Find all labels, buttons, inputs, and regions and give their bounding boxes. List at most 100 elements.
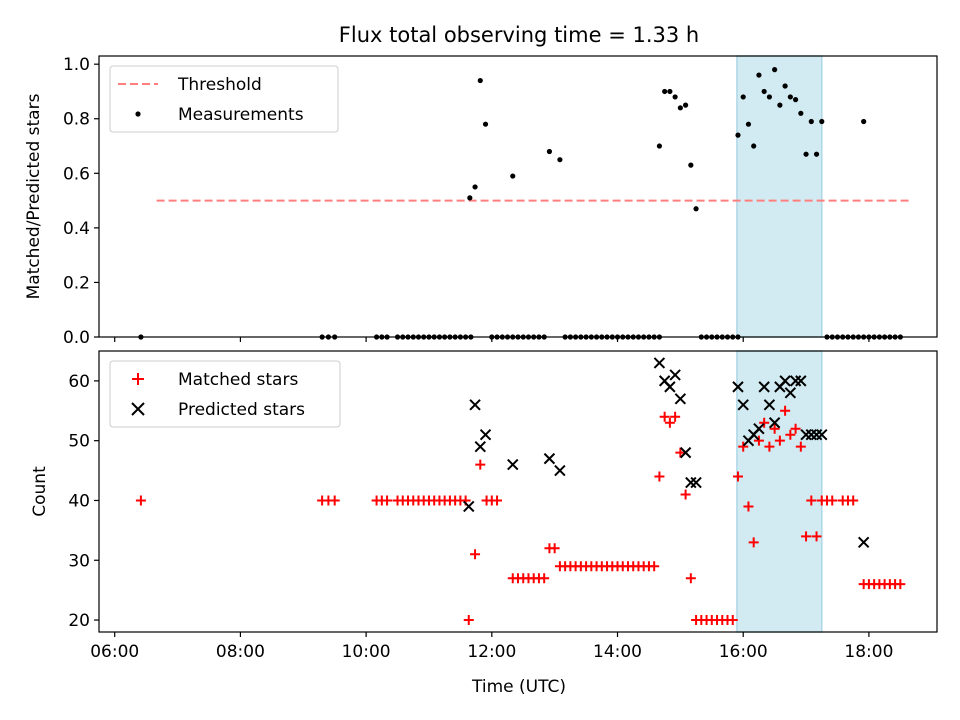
ratio-y-tick-label: 0.0 [63,328,90,348]
predicted-star-point [763,399,776,411]
predicted-star-point [507,458,519,471]
measurement-point [477,77,483,84]
matched-star-point [738,441,749,452]
matched-star-point [848,495,859,506]
measurement-point [656,143,663,149]
predicted-star-point [554,464,566,477]
ratio-y-axis-label: Matched/Predicted stars [24,93,44,299]
matched-star-point [382,495,393,506]
ratio-y-tick-label: 1.0 [63,55,90,75]
predicted-star-point [816,428,828,441]
matched-star-point [664,417,675,428]
matched-star-point [732,471,743,482]
measurement-point [803,151,809,157]
measurement-point [546,148,553,155]
measurement-point [792,97,799,103]
ratio-axes-frame [98,55,938,338]
legend-label: Predicted stars [178,400,305,420]
predicted-star-point [685,476,697,489]
measurement-point [472,184,478,190]
measurement-point [798,110,804,116]
legend-label: Matched stars [178,370,298,390]
measurement-point [777,102,783,108]
matched-star-point [649,561,660,572]
predicted-star-point [479,428,492,441]
predicted-star-point [784,387,797,399]
matched-star-point [785,429,796,440]
matched-star-point [475,459,486,470]
predicted-star-point [779,375,791,387]
matched-star-point [463,615,474,626]
measurement-point [677,105,683,111]
measurement-point [766,94,773,100]
matched-star-point [492,495,503,506]
predicted-star-point [810,428,823,441]
matched-star-point [801,531,812,542]
count-y-tick-label: 30 [68,551,90,571]
matched-star-point [329,495,340,506]
predicted-star-point [679,446,692,459]
matched-star-point [659,411,670,422]
legend-predicted-swatch [131,402,145,416]
matched-star-point [549,543,560,554]
count-y-axis-label: Count [30,466,50,517]
ratio-y-tick-label: 0.6 [63,164,90,184]
predicted-star-point [732,381,744,393]
ratio-highlight-span [736,55,823,338]
predicted-star-point [753,423,765,435]
measurement-point [482,121,489,127]
matched-star-point [827,495,838,506]
measurement-point [740,94,746,100]
measurement-point [467,195,473,201]
matched-star-point [769,423,780,434]
matched-star-point [895,579,906,590]
measurement-point [813,151,820,157]
count-y-tick-label: 40 [68,491,90,511]
x-axis-label: Time (UTC) [471,677,566,697]
x-tick-label: 16:00 [719,642,768,662]
matched-star-point [764,441,775,452]
matched-star-point [748,537,759,548]
measurement-point [819,118,825,125]
legend-label: Measurements [178,105,304,125]
matched-star-point [790,423,801,434]
ratio-panel: 0.0 0.2 0.4 0.6 0.8 1.0 Matched/Predicted star… [24,55,938,348]
figure-title: Flux total observing time = 1.33 h [339,23,699,47]
measurement-point [557,157,563,163]
measurement-point [787,94,793,100]
matched-star-point [470,549,481,560]
matched-star-point [654,471,665,482]
matched-star-point [680,489,691,500]
x-tick-label: 14:00 [593,642,642,662]
measurement-point [662,88,668,95]
matched-star-point [806,495,817,506]
x-tick-label: 10:00 [342,642,391,662]
count-y-tick-label: 50 [68,432,90,452]
matched-star-point [727,615,738,626]
matched-star-point [675,447,686,458]
count-highlight-span [736,350,823,633]
matched-star-point [780,405,791,416]
matched-star-point [759,417,770,428]
matched-star-point [135,495,146,506]
count-axes-frame [98,350,938,633]
measurement-point [683,102,689,108]
x-tick-label: 18:00 [844,642,893,662]
ratio-legend [109,65,339,133]
count-panel: 20 30 40 50 60 06:00 08:00 10:00 12:00 14:00 16:00… [30,350,938,662]
predicted-star-point [543,452,556,465]
predicted-star-point [805,428,818,441]
measurement-point [510,173,516,179]
measurement-point [688,162,694,168]
measurement-point [772,67,778,73]
predicted-star-point [795,375,807,387]
matched-star-point [670,411,681,422]
measurement-point [782,83,788,89]
matched-star-point [743,501,754,512]
measurement-point [735,132,741,138]
matched-star-point [811,531,822,542]
x-tick-label: 06:00 [90,642,139,662]
x-tick-label: 12:00 [467,642,516,662]
predicted-star-point [674,393,687,405]
